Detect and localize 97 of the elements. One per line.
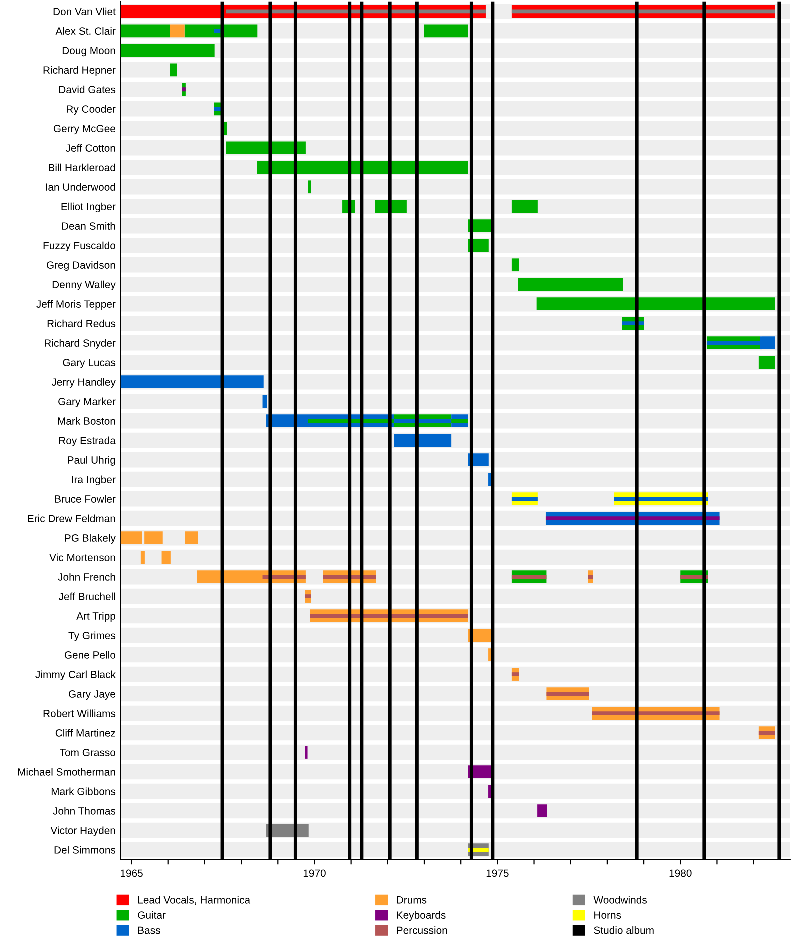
x-tick-label: 1980 xyxy=(670,870,692,878)
bar xyxy=(144,532,163,544)
y-tick-label: Robert Williams xyxy=(44,710,116,718)
bar xyxy=(394,434,452,448)
y-tick-label: Ry Cooder xyxy=(67,105,116,116)
y-tick-label: Richard Snyder xyxy=(45,339,116,350)
y-tick-label: Elliot Ingber xyxy=(62,202,116,213)
bar xyxy=(170,64,178,77)
bar xyxy=(162,551,171,564)
bar xyxy=(512,575,547,579)
bar xyxy=(512,10,776,14)
y-tick-label: Alex St. Clair xyxy=(56,27,116,36)
bar xyxy=(592,712,720,716)
bar xyxy=(758,731,776,735)
x-tick-label: 1970 xyxy=(304,870,326,878)
bar xyxy=(588,575,594,579)
y-tick-label: Roy Estrada xyxy=(59,436,116,447)
y-tick-label: Fuzzy Fuscaldo xyxy=(44,242,116,252)
y-tick-label: Don Van Vliet xyxy=(54,8,116,16)
bar xyxy=(546,516,720,521)
bar xyxy=(305,746,308,759)
y-tick-label: Ty Grimes xyxy=(68,632,116,642)
y-tick-label: Jeff Cotton xyxy=(66,144,116,152)
y-tick-label: Denny Walley xyxy=(52,280,116,291)
bar xyxy=(214,107,222,112)
bar xyxy=(308,180,312,194)
bar xyxy=(424,24,468,38)
y-tick-label: Gerry McGee xyxy=(54,125,116,135)
y-tick-label: Greg Davidson xyxy=(46,261,116,272)
bar xyxy=(120,376,264,389)
bar xyxy=(262,395,268,408)
y-tick-label: Bill Harkleroad xyxy=(49,164,116,172)
bar xyxy=(226,142,306,155)
x-tick-label: 1965 xyxy=(120,870,143,878)
y-tick-label: Gary Lucas xyxy=(63,359,116,369)
y-tick-label: Jeff Bruchell xyxy=(58,592,116,600)
y-tick-label: Jimmy Carl Black xyxy=(36,670,116,680)
bar xyxy=(182,88,186,92)
y-tick-label: PG Blakely xyxy=(65,534,116,544)
legend-label: Woodwinds xyxy=(594,896,647,904)
legend-label: Drums xyxy=(397,896,427,904)
y-tick-label: Doug Moon xyxy=(62,47,116,57)
y-tick-label: Eric Drew Feldman xyxy=(28,514,116,522)
bar xyxy=(394,419,452,424)
bar xyxy=(140,551,145,564)
bar xyxy=(518,278,624,292)
bar xyxy=(758,356,776,370)
y-tick-label: Bruce Fowler xyxy=(55,495,116,503)
legend-label: Studio album xyxy=(594,926,654,934)
bar xyxy=(120,24,170,38)
bar xyxy=(512,672,520,676)
y-tick-label: Richard Redus xyxy=(48,320,116,328)
bar xyxy=(305,594,312,598)
y-tick-label: Paul Uhrig xyxy=(68,456,116,466)
legend-label: Bass xyxy=(138,926,160,934)
legend-label: Horns xyxy=(594,912,622,919)
bar xyxy=(546,692,590,696)
y-tick-label: Mark Gibbons xyxy=(52,788,116,796)
y-tick-label: Richard Hepner xyxy=(44,66,116,76)
y-tick-label: Vic Mortenson xyxy=(50,554,116,562)
y-tick-label: Gary Marker xyxy=(58,398,116,408)
bar xyxy=(538,804,548,818)
bar xyxy=(120,44,215,58)
bar xyxy=(452,419,468,424)
bar xyxy=(120,532,142,544)
y-tick-label: Gary Jaye xyxy=(68,690,116,700)
y-tick-label: John French xyxy=(58,573,116,581)
bar xyxy=(310,614,468,618)
legend-label: Percussion xyxy=(397,926,448,934)
y-tick-label: David Gates xyxy=(59,86,116,94)
bar xyxy=(184,24,258,38)
y-tick-label: Michael Smotherman xyxy=(18,768,116,776)
legend-label: Guitar xyxy=(138,911,166,919)
y-tick-label: John Thomas xyxy=(53,807,116,815)
bar xyxy=(614,497,708,502)
y-tick-label: Del Simmons xyxy=(54,846,116,854)
y-tick-label: Tom Grasso xyxy=(60,749,116,756)
bar xyxy=(214,29,221,34)
bar xyxy=(170,24,185,38)
legend-label: Lead Vocals, Harmonica xyxy=(138,896,251,906)
y-tick-label: Dean Smith xyxy=(62,222,116,230)
y-tick-label: Ira Ingber xyxy=(72,476,116,486)
bar xyxy=(185,532,198,544)
y-tick-label: Gene Pello xyxy=(64,651,116,659)
y-tick-label: Art Tripp xyxy=(76,612,116,622)
x-tick-label: 1975 xyxy=(486,870,509,878)
bar xyxy=(512,200,538,214)
y-tick-label: Ian Underwood xyxy=(46,183,116,191)
bar xyxy=(512,497,538,502)
y-tick-label: Cliff Martinez xyxy=(56,729,116,737)
y-tick-label: Victor Hayden xyxy=(50,826,116,836)
bar xyxy=(226,10,486,14)
legend-label: Keyboards xyxy=(397,911,446,922)
y-tick-label: Jeff Moris Tepper xyxy=(36,300,116,310)
y-tick-label: Jerry Handley xyxy=(52,378,116,388)
y-tick-label: Mark Boston xyxy=(58,417,116,425)
bar xyxy=(512,258,520,272)
